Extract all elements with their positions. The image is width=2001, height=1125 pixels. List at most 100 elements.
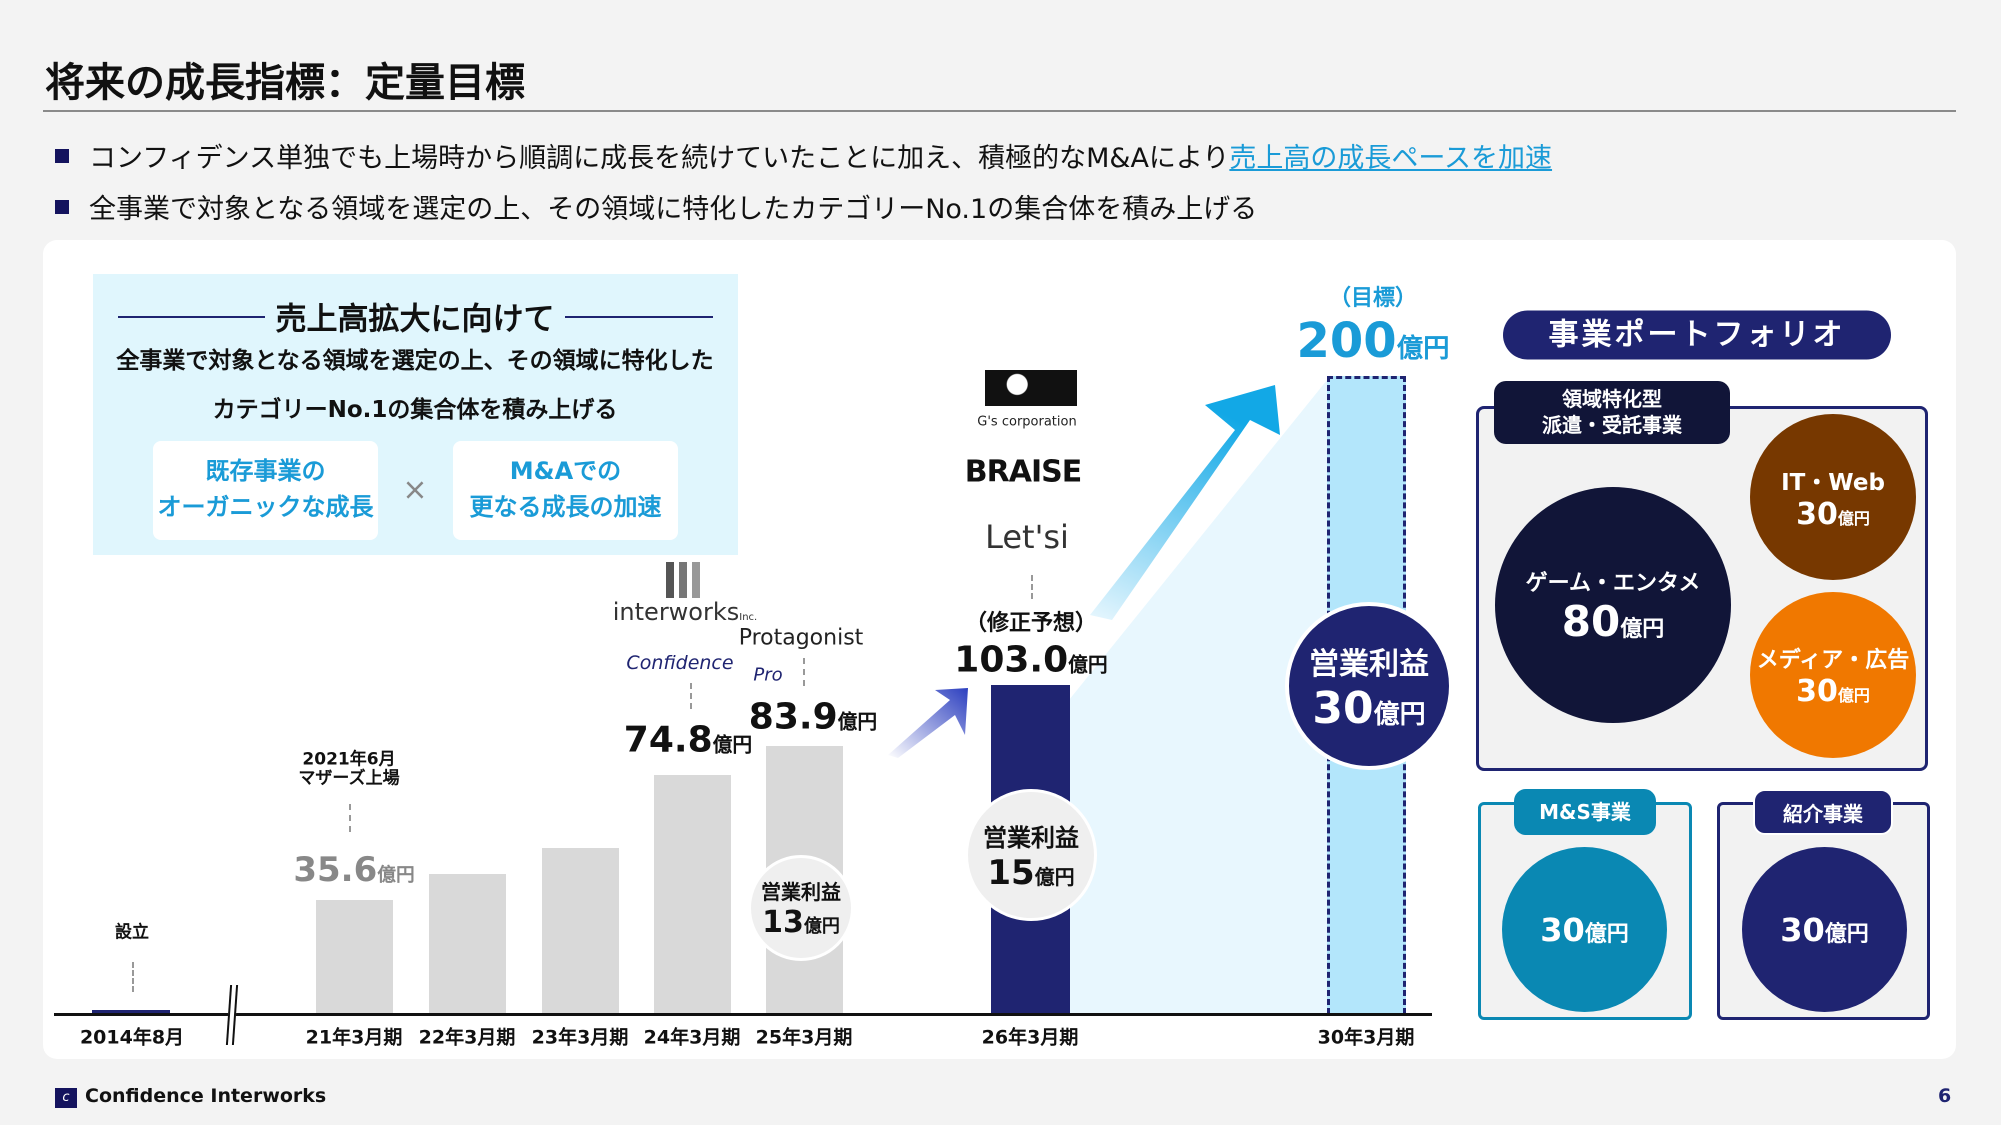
referral-business-circle: 30億円	[1742, 847, 1907, 1012]
dashed-connector	[349, 804, 351, 832]
segment-unit: 億円	[1824, 921, 1869, 947]
big-growth-arrow-icon	[1090, 385, 1280, 620]
tag-line: 領域特化型	[1562, 387, 1662, 411]
gs-corporation-logo-icon	[985, 370, 1077, 406]
x-tick-label: 22年3月期	[418, 1026, 516, 1049]
bullet-text: 全事業で対象となる領域を選定の上、その領域に特化したカテゴリーNo.1の集合体を…	[89, 194, 1258, 225]
ms-business-tag: M&S事業	[1514, 789, 1656, 835]
ms-business-circle: 30億円	[1502, 847, 1667, 1012]
bullet-1: コンフィデンス単独でも上場時から順調に成長を続けていたことに加え、積極的なM&A…	[55, 136, 1552, 175]
operating-profit-25-circle: 営業利益 13億円	[748, 855, 854, 961]
referral-business-tag: 紹介事業	[1753, 789, 1893, 835]
tag-line: 派遣・受託事業	[1542, 413, 1682, 437]
heading-line	[118, 316, 265, 318]
op-unit: 億円	[1034, 864, 1075, 889]
media-ads-circle: メディア・広告 30億円	[1750, 592, 1916, 758]
segment-unit: 億円	[1837, 685, 1870, 705]
value-label-26: 103.0億円	[954, 639, 1108, 681]
value-label-24: 74.8億円	[623, 719, 753, 761]
operating-profit-26-circle: 営業利益 15億円	[965, 789, 1097, 921]
bar-24年3月期	[653, 775, 731, 1014]
forecast-label: （修正予想）	[964, 611, 1098, 636]
box-line: 既存事業の	[205, 457, 326, 485]
braise-logo: BRAISE	[964, 454, 1082, 490]
confidence-logo: Confidence	[626, 652, 734, 674]
value-label-25: 83.9億円	[748, 696, 878, 738]
segment-label: ゲーム・エンタメ	[1525, 570, 1701, 596]
dispatch-business-tag: 領域特化型 派遣・受託事業	[1494, 381, 1730, 444]
small-growth-arrow-icon	[888, 688, 968, 758]
op-unit: 億円	[803, 916, 840, 937]
segment-value: 30	[1540, 910, 1585, 949]
x-tick-label: 21年3月期	[305, 1026, 403, 1049]
company-logo-icon: c	[55, 1088, 77, 1108]
confidence-pro-logo: Pro	[753, 664, 783, 686]
interworks-logo-icon	[666, 562, 700, 598]
segment-unit: 億円	[1584, 921, 1629, 947]
page-number: 6	[1938, 1085, 1952, 1107]
value-label-30: 200億円	[1296, 313, 1450, 369]
box-line: オーガニックな成長	[157, 493, 374, 521]
strategy-line-2: カテゴリーNo.1の集合体を積み上げる	[212, 397, 618, 423]
portfolio-title: 事業ポートフォリオ	[1503, 310, 1891, 360]
dashed-connector	[1031, 575, 1033, 599]
box-line: 更なる成長の加速	[469, 493, 662, 521]
bullet-square-icon	[55, 199, 69, 214]
segment-unit: 億円	[1620, 616, 1665, 642]
listing-date: 2021年6月	[302, 749, 396, 770]
op-label: 営業利益	[1309, 646, 1429, 682]
segment-value: 80	[1561, 596, 1621, 646]
segment-unit: 億円	[1837, 508, 1870, 528]
interworks-logo: interworksInc.	[612, 598, 758, 626]
x-tick-label: 26年3月期	[981, 1026, 1079, 1049]
ma-growth-box: M&Aでの更なる成長の加速	[453, 441, 678, 540]
value-label-21: 35.6億円	[293, 850, 415, 890]
founding-mark	[92, 1010, 170, 1013]
gs-corporation-logo: G's corporation	[977, 414, 1077, 430]
bar-22年3月期	[428, 873, 506, 1014]
letsi-logo: Let'si	[985, 518, 1069, 556]
target-label: （目標）	[1328, 286, 1418, 311]
segment-value: 30	[1796, 673, 1838, 709]
highlight-link[interactable]: 売上高の成長ペースを加速	[1229, 143, 1553, 174]
x-axis	[54, 1013, 1432, 1016]
bullet-2: 全事業で対象となる領域を選定の上、その領域に特化したカテゴリーNo.1の集合体を…	[55, 187, 1257, 226]
dashed-connector	[803, 658, 805, 686]
x-tick-label: 2014年8月	[79, 1026, 185, 1049]
op-value: 15	[987, 852, 1035, 893]
dashed-connector	[132, 962, 134, 992]
game-entertainment-circle: ゲーム・エンタメ 80億円	[1495, 487, 1731, 723]
protagonist-logo: Protagonist	[738, 625, 864, 651]
title-divider	[43, 110, 1956, 112]
segment-label: メディア・広告	[1756, 647, 1910, 673]
bullet-text: コンフィデンス単独でも上場時から順調に成長を続けていたことに加え、積極的なM&A…	[89, 143, 1230, 174]
footer-company: Confidence Interworks	[85, 1085, 327, 1107]
op-unit: 億円	[1373, 699, 1426, 730]
operating-profit-30-circle: 営業利益 30億円	[1285, 602, 1453, 770]
x-tick-label: 23年3月期	[531, 1026, 629, 1049]
dashed-connector	[690, 683, 692, 709]
segment-value: 30	[1780, 910, 1825, 949]
times-icon: ×	[402, 472, 428, 508]
heading-line	[565, 316, 713, 318]
op-label: 営業利益	[761, 880, 841, 904]
x-tick-label: 30年3月期	[1317, 1026, 1415, 1049]
segment-value: 30	[1796, 496, 1838, 532]
x-tick-label: 25年3月期	[755, 1026, 853, 1049]
page-title: 将来の成長指標：定量目標	[45, 60, 525, 106]
strategy-heading: 売上高拡大に向けて	[275, 301, 555, 338]
box-line: M&Aでの	[509, 457, 622, 485]
strategy-line-1: 全事業で対象となる領域を選定の上、その領域に特化した	[116, 348, 714, 374]
founded-label: 設立	[115, 922, 149, 943]
op-value: 13	[762, 905, 804, 940]
listing-label: マザーズ上場	[298, 768, 400, 789]
growth-area	[1069, 380, 1327, 1014]
bullet-square-icon	[55, 148, 69, 163]
bar-23年3月期	[541, 848, 619, 1014]
bar-21年3月期	[315, 900, 393, 1014]
op-label: 営業利益	[983, 823, 1079, 852]
op-value: 30	[1312, 682, 1374, 734]
x-tick-label: 24年3月期	[643, 1026, 741, 1049]
segment-label: IT・Web	[1781, 469, 1885, 496]
